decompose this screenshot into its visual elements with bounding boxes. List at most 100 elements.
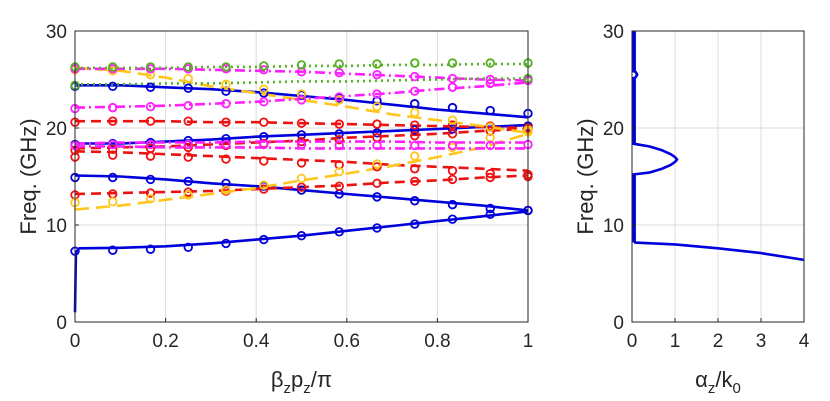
left-yellow-1-marker-3: [183, 190, 193, 200]
left-blue-3-marker-7: [334, 129, 344, 139]
left-magenta-4-marker-7: [334, 68, 344, 78]
left-red-4-marker-5: [259, 117, 269, 127]
left-magenta-3-marker-4: [221, 99, 231, 109]
left-blue-4-marker-3: [183, 83, 193, 93]
left-blue-1-marker-6: [296, 230, 307, 241]
right-attenuation-stopband-2-line: [631, 142, 679, 176]
left-y-tick-label-2: 20: [46, 119, 67, 140]
left-blue-1-marker-10: [447, 214, 458, 224]
left-red-1-marker-2: [145, 188, 156, 198]
left-blue-2-marker-3: [183, 176, 193, 187]
left-magenta-1-marker-11: [485, 140, 495, 151]
left-blue-1-marker-8: [372, 223, 382, 233]
left-yellow-2-marker-6: [296, 89, 307, 99]
left-red-4-marker-2: [145, 116, 156, 126]
left-blue-2-marker-9: [410, 196, 420, 206]
left-green-2-marker-3: [183, 62, 193, 72]
left-magenta-1-marker-1: [108, 139, 118, 150]
left-red-2-marker-6: [296, 158, 307, 168]
left-blue-3-marker-8: [372, 128, 382, 138]
left-red-4-marker-4: [221, 117, 231, 127]
left-red-1-marker-11: [485, 172, 495, 183]
left-y-tick-label-0: 0: [56, 313, 67, 334]
left-green-2-marker-4: [221, 62, 231, 72]
left-magenta-2-line: [74, 140, 528, 145]
left-magenta-3-marker-6: [296, 95, 307, 105]
left-blue-2-marker-2: [145, 174, 156, 185]
left-magenta-1-marker-10: [447, 140, 458, 151]
left-red-4-marker-8: [372, 119, 382, 129]
left-red-2-marker-10: [447, 165, 458, 176]
left-red-4-line: [75, 119, 529, 130]
left-blue-4-marker-9: [410, 99, 420, 109]
left-magenta-4-line: [75, 67, 529, 82]
left-green-2-marker-11: [485, 58, 495, 68]
left-blue-1-marker-3: [183, 242, 193, 253]
left-red-1-line: [74, 174, 529, 196]
left-yellow-2-marker-3: [183, 73, 193, 84]
left-red-2-marker-11: [485, 168, 495, 179]
left-blue-2-marker-10: [447, 199, 458, 210]
left-red-1-marker-3: [183, 187, 193, 197]
left-yellow-1-marker-6: [296, 173, 307, 184]
left-x-tick-label-4: 0.8: [424, 331, 450, 352]
left-magenta-3-marker-2: [145, 101, 156, 112]
left-blue-1-marker-4: [221, 238, 231, 249]
left-red-3-marker-1: [108, 144, 118, 155]
left-magenta-1-marker-5: [259, 139, 269, 150]
left-red-3-marker-3: [183, 142, 193, 153]
left-red-3-marker-9: [410, 131, 420, 141]
left-red-4-marker-10: [447, 120, 458, 130]
left-blue-3-marker-9: [410, 125, 420, 135]
left-blue-1-marker-9: [410, 219, 420, 229]
left-red-1-marker-8: [372, 178, 382, 188]
left-magenta-1-marker-3: [183, 139, 193, 150]
left-magenta-3-marker-3: [183, 100, 193, 111]
left-x-tick-label-2: 0.4: [243, 331, 270, 352]
right-x-axis-label: αz/k0: [695, 367, 741, 397]
left-magenta-4-marker-5: [259, 65, 269, 75]
left-magenta-1-marker-6: [296, 139, 307, 150]
left-blue-4-marker-1: [108, 81, 118, 91]
left-yellow-1-marker-5: [259, 180, 269, 190]
left-magenta-4-marker-10: [447, 73, 458, 84]
left-magenta-3-marker-11: [485, 78, 495, 89]
left-magenta-3-marker-5: [259, 97, 269, 107]
right-series-group: [631, 31, 805, 262]
left-red-2-marker-1: [108, 150, 118, 160]
left-red-2-marker-9: [410, 164, 420, 174]
right-y-tick-label-2: 20: [603, 119, 624, 140]
left-blue-1-marker-2: [145, 244, 156, 254]
left-y-tick-label-3: 30: [46, 22, 67, 43]
left-green-2-marker-2: [145, 62, 156, 72]
left-blue-4-marker-2: [145, 82, 156, 92]
left-green-2-marker-6: [296, 60, 307, 70]
left-blue-4-marker-10: [447, 102, 458, 113]
right-y-tick-label-0: 0: [613, 313, 624, 334]
left-magenta-3-marker-7: [334, 92, 344, 102]
left-blue-1-marker-11: [485, 209, 495, 220]
left-yellow-1-marker-7: [334, 166, 344, 177]
left-x-tick-label-3: 0.6: [334, 331, 360, 352]
left-red-2-marker-3: [183, 152, 193, 162]
left-yellow-2-marker-10: [447, 115, 458, 125]
left-y-axis-label: Freq. (GHz): [16, 118, 41, 234]
left-blue-2-marker-1: [108, 172, 118, 183]
left-blue-4-marker-11: [485, 105, 495, 116]
left-magenta-1-marker-2: [145, 139, 156, 150]
left-red-1-marker-5: [259, 184, 269, 194]
left-red-1-marker-9: [410, 176, 420, 187]
left-red-1-marker-10: [447, 174, 458, 185]
left-x-tick-label-5: 1: [523, 331, 534, 352]
left-magenta-4-marker-8: [372, 69, 382, 80]
left-red-4-marker-6: [296, 118, 307, 128]
right-x-tick-label-4: 4: [799, 331, 810, 352]
left-green-2-marker-1: [108, 62, 118, 72]
left-yellow-1-marker-1: [108, 197, 118, 207]
left-red-3-marker-10: [447, 129, 458, 139]
right-x-tick-label-0: 0: [627, 331, 638, 352]
left-green-2-marker-5: [259, 61, 269, 71]
left-red-1-marker-7: [334, 181, 344, 191]
right-x-tick-label-2: 2: [713, 331, 724, 352]
